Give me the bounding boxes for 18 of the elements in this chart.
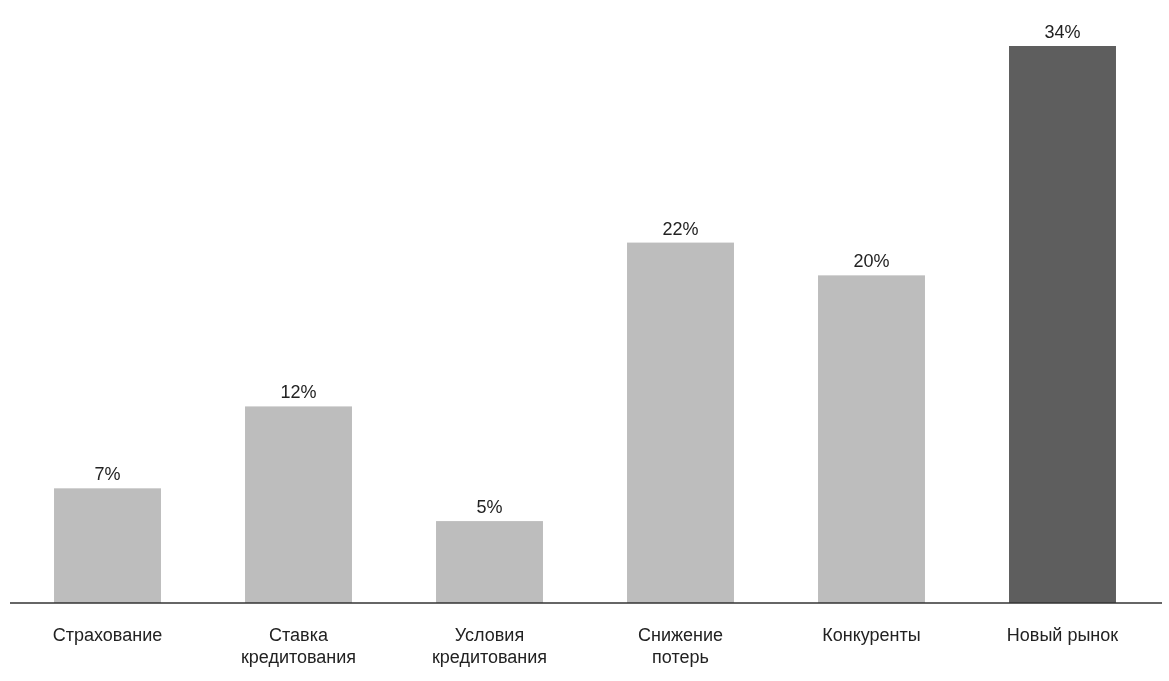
x-tick-label: Новый рынок xyxy=(1006,625,1119,645)
x-tick-label: Конкуренты xyxy=(822,625,921,645)
x-tick-label: Страхование xyxy=(52,625,163,645)
x-tick-label: Ставка кредитования xyxy=(240,625,357,667)
bar xyxy=(1009,46,1116,603)
x-tick-label: Снижение потерь xyxy=(637,625,724,667)
bar xyxy=(818,275,925,603)
bar xyxy=(245,406,352,603)
bar xyxy=(54,488,161,603)
x-tick-label: Условия кредитования xyxy=(431,625,548,667)
data-label: 12% xyxy=(280,382,317,403)
data-label: 5% xyxy=(476,497,503,518)
data-label: 7% xyxy=(94,464,121,485)
bar xyxy=(627,242,734,603)
data-label: 20% xyxy=(853,251,890,272)
data-label: 22% xyxy=(662,218,699,239)
bar xyxy=(436,521,543,603)
data-label: 34% xyxy=(1044,22,1081,42)
